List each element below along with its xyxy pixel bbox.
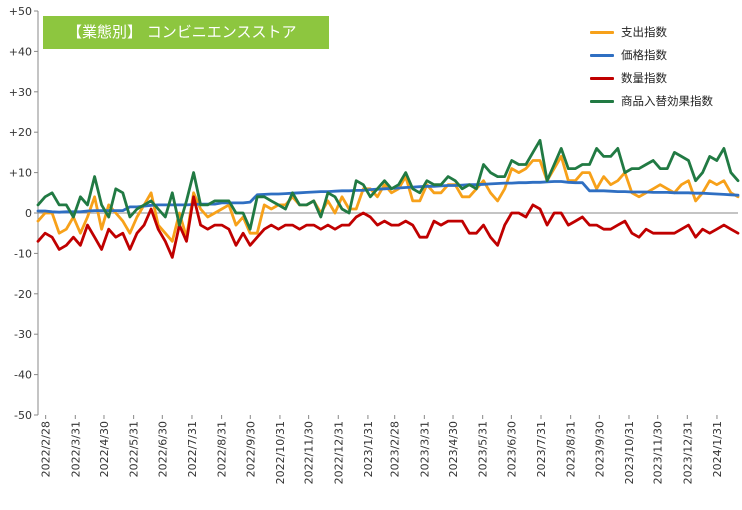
x-tick-label: 2023/10/31 [623,421,636,484]
x-tick-label: 2022/5/31 [128,421,141,477]
x-tick-label: 2022/3/31 [69,421,82,477]
x-tick-label: 2022/8/31 [216,421,229,477]
x-tick-label: 2023/7/31 [535,421,548,477]
y-axis: -50 -40 -30 -20 -10 0 +10 +20 +30 +40 +50 [9,5,39,422]
y-tick-label: 0 [25,207,32,220]
x-tick-label: 2023/4/30 [447,421,460,477]
legend-item-quantity: 数量指数 [590,68,740,88]
x-tick-label: 2023/3/31 [418,421,431,477]
y-tick-label: -10 [14,247,32,260]
x-tick-label: 2023/8/31 [565,421,578,477]
y-tick-label: -50 [14,409,32,422]
y-tick-label: +30 [9,86,32,99]
y-tick-label: -40 [14,369,32,382]
y-tick-label: +20 [9,126,32,139]
x-tick-label: 2023/9/30 [593,421,606,477]
series-lines [36,138,740,259]
x-tick-label: 2022/11/30 [303,421,316,484]
x-tick-label: 2022/9/30 [244,421,257,477]
y-tick-label: -20 [14,288,32,301]
x-tick-label: 2024/1/31 [711,421,724,477]
x-tick-label: 2022/2/28 [40,421,53,477]
x-tick-label: 2023/11/30 [652,421,665,484]
series-line-product-replacement [36,138,740,231]
legend-swatch-spending [590,31,614,34]
y-tick-label: +50 [9,5,32,18]
legend-item-spending: 支出指数 [590,22,740,42]
chart-title: 【業態別】 コンビニエンスストア [67,23,297,41]
chart-title-box: 【業態別】 コンビニエンスストア [43,16,329,49]
legend-item-product-replacement: 商品入替効果指数 [590,91,740,111]
x-tick-label: 2023/5/31 [477,421,490,477]
legend-label-product-replacement: 商品入替効果指数 [621,94,713,108]
x-tick-label: 2022/4/30 [98,421,111,477]
legend-swatch-price [590,54,614,57]
x-tick-label: 2022/7/31 [186,421,199,477]
y-tick-label: +10 [9,167,32,180]
legend-label-spending: 支出指数 [621,25,667,39]
x-tick-label: 2023/12/31 [681,421,694,484]
x-tick-label: 2023/2/28 [389,421,402,477]
y-tick-label: +40 [9,45,32,58]
x-tick-label: 2023/1/31 [362,421,375,477]
chart-legend: 支出指数 価格指数 数量指数 商品入替効果指数 [590,22,740,114]
legend-swatch-quantity [590,77,614,80]
legend-swatch-product-replacement [590,100,614,103]
x-axis: 2022/2/28 2022/3/31 2022/4/30 2022/5/31 2022… [38,212,738,484]
x-tick-label: 2022/6/30 [156,421,169,477]
x-tick-label: 2022/12/31 [332,421,345,484]
x-tick-label: 2022/10/31 [274,421,287,484]
legend-label-price: 価格指数 [621,48,667,62]
legend-item-price: 価格指数 [590,45,740,65]
x-tick-label: 2023/6/30 [505,421,518,477]
legend-label-quantity: 数量指数 [621,71,667,85]
y-tick-label: -30 [14,328,32,341]
series-line-quantity [36,195,740,259]
